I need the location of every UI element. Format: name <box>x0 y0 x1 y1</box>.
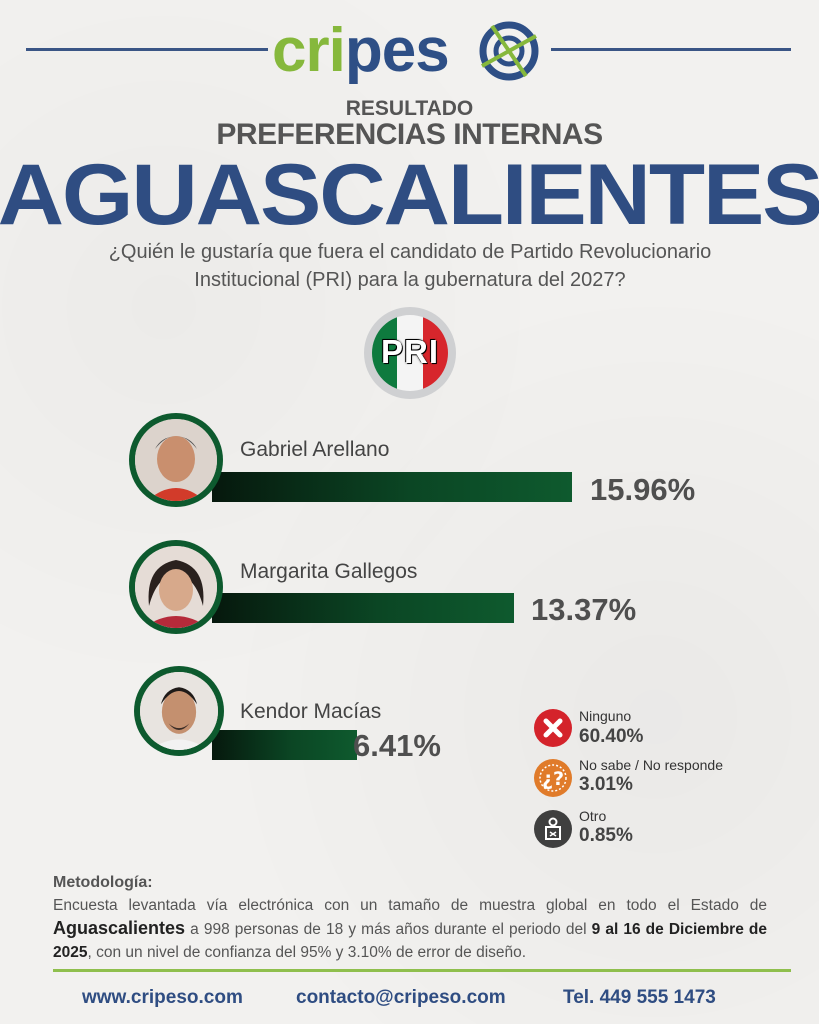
methodology-part-2: a 998 personas de 18 y más años durante … <box>185 921 592 938</box>
avatar-margarita-gallegos <box>129 540 223 634</box>
footer-phone[interactable]: Tel. 449 555 1473 <box>563 987 716 1008</box>
other-label: Ninguno <box>579 708 632 724</box>
other-label: No sabe / No responde <box>579 757 723 773</box>
header-line-left <box>26 48 268 51</box>
footer-email[interactable]: contacto@cripeso.com <box>296 987 506 1008</box>
page-title: AGUASCALIENTES <box>0 147 819 243</box>
avatar-kendor-macias <box>134 666 224 756</box>
methodology-part-1: Encuesta levantada vía electrónica con u… <box>53 897 767 914</box>
logo-text-a: cri <box>272 16 346 85</box>
avatar-gabriel-arellano <box>129 413 223 507</box>
other-value: 60.40% <box>579 726 644 747</box>
candidate-percent: 6.41% <box>353 728 441 763</box>
pri-letters: PRI <box>380 333 439 370</box>
svg-text:¿?: ¿? <box>542 768 564 790</box>
methodology-state: Aguascalientes <box>53 918 186 938</box>
bar-margarita-gallegos <box>212 593 514 623</box>
survey-question: ¿Quién le gustaría que fuera el candidat… <box>108 241 712 291</box>
candidate-name: Margarita Gallegos <box>240 560 418 583</box>
target-icon <box>479 21 539 81</box>
page-subtitle: PREFERENCIAS INTERNAS <box>216 118 603 151</box>
pri-party-logo: PRI <box>364 307 456 399</box>
candidate-name: Kendor Macías <box>240 700 382 723</box>
methodology-title: Metodología: <box>53 874 153 891</box>
candidate-name: Gabriel Arellano <box>240 438 390 461</box>
ballot-box-icon <box>534 810 572 848</box>
other-value: 3.01% <box>579 774 633 795</box>
question-icon: ¿? <box>534 759 572 797</box>
logo-text-b: pes <box>344 16 450 85</box>
candidate-percent: 15.96% <box>590 472 696 507</box>
bar-gabriel-arellano <box>212 472 572 502</box>
cripeso-logo: cripes <box>272 12 552 92</box>
bar-kendor-macias <box>212 730 357 760</box>
x-icon <box>534 709 572 747</box>
methodology-period: 9 al 16 de Diciembre de 2025 <box>53 921 767 961</box>
footer-line <box>53 969 791 972</box>
other-value: 0.85% <box>579 825 633 846</box>
methodology-part-3: , con un nivel de confianza del 95% y 3.… <box>87 944 527 961</box>
candidate-percent: 13.37% <box>531 592 637 627</box>
result-label: RESULTADO <box>345 97 474 120</box>
header-line-right <box>551 48 791 51</box>
other-label: Otro <box>579 808 607 824</box>
methodology-text: Encuesta levantada vía electrónica con u… <box>53 894 767 964</box>
footer-website[interactable]: www.cripeso.com <box>82 987 243 1008</box>
